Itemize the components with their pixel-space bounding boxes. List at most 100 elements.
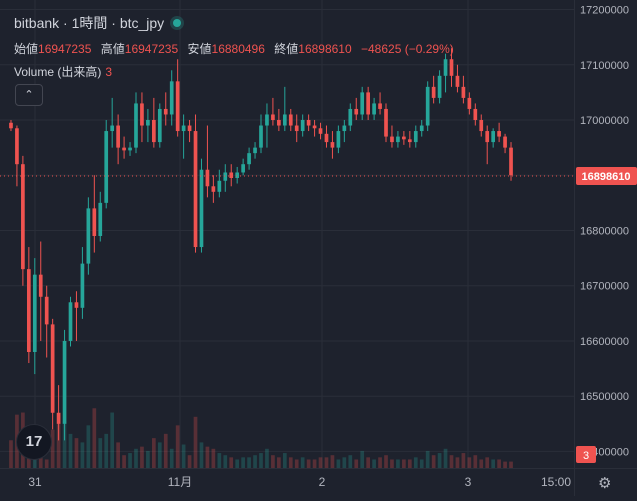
candle-body (294, 125, 299, 132)
volume-bar (425, 450, 430, 468)
volume-bar (229, 457, 234, 468)
change-value: −48625 (−0.29%) (361, 42, 454, 56)
candle-body (199, 169, 204, 248)
volume-bar (9, 440, 13, 468)
volume-bar (419, 459, 424, 468)
candle-body (187, 125, 192, 132)
candle-body (360, 92, 365, 115)
volume-bar (163, 433, 168, 468)
candle-body (74, 302, 79, 308)
volume-bar (134, 448, 138, 468)
candle-body (431, 86, 436, 98)
volume-bar (50, 429, 55, 468)
volume-bar (390, 459, 394, 468)
volume-bar (68, 433, 73, 468)
candle-body (402, 136, 406, 140)
volume-bar (146, 450, 150, 468)
volume-bar (241, 457, 245, 468)
volume-bar (56, 423, 61, 468)
volume-bar (366, 457, 370, 468)
candle-body (372, 103, 376, 115)
candle-body (407, 139, 412, 143)
candle-body (9, 122, 13, 129)
candle-body (21, 164, 25, 270)
volume-bar (116, 442, 120, 468)
candle-body (146, 120, 150, 126)
candle-body (497, 131, 501, 137)
volume-bar (74, 438, 79, 468)
candle-body (235, 172, 240, 178)
candle-body (140, 103, 144, 126)
close-label: 終値 (274, 42, 299, 56)
open-label: 始値 (14, 42, 39, 56)
candle-body (330, 142, 335, 148)
volume-bar (360, 450, 365, 468)
gear-icon[interactable]: ⚙ (598, 475, 612, 492)
volume-bar (318, 457, 323, 468)
candle-body (300, 120, 305, 132)
volume-bar (152, 438, 156, 468)
candle-body (223, 172, 228, 181)
candle-body (378, 103, 382, 109)
x-tick-label: 31 (28, 475, 42, 489)
volume-bar (503, 461, 507, 468)
volume-bar (443, 448, 448, 468)
y-tick-label: 16600000 (580, 336, 629, 348)
candle-body (15, 128, 19, 165)
collapse-legend-button[interactable]: ⌃ (15, 84, 43, 106)
volume-bar (354, 459, 359, 468)
candle-body (342, 125, 347, 132)
candle-body (56, 412, 61, 424)
volume-bar (277, 457, 281, 468)
volume-bar (110, 412, 115, 468)
volume-bar (86, 425, 91, 468)
volume-bar (181, 444, 186, 468)
volume-bar (259, 453, 263, 468)
candle-body (271, 114, 275, 120)
candle-body (509, 147, 513, 176)
candle-body (425, 86, 430, 126)
candle-body (455, 75, 460, 87)
volume-bar (300, 457, 305, 468)
candle-body (241, 164, 245, 173)
tradingview-logo[interactable]: 17 (16, 424, 52, 460)
candle-body (92, 208, 97, 236)
candle-body (32, 274, 37, 352)
candle-body (467, 97, 472, 109)
candle-body (437, 75, 442, 98)
volume-value: 3 (105, 65, 113, 79)
volume-bar (193, 416, 198, 468)
candle-body (152, 120, 156, 143)
candle-body (181, 125, 186, 132)
candle-body (366, 92, 370, 115)
candle-body (473, 108, 478, 120)
volume-bar (265, 448, 269, 468)
candle-body (348, 108, 353, 126)
symbol-title[interactable]: bitbank · 1時間 · btc_jpy (14, 15, 165, 31)
x-tick-label: 11月 (168, 475, 192, 489)
candle-body (205, 169, 210, 187)
volume-bar (384, 455, 388, 468)
volume-bar (157, 442, 162, 468)
candle-body (396, 136, 400, 143)
candle-body (384, 108, 388, 137)
volume-bar (455, 457, 460, 468)
candle-body (116, 125, 120, 148)
volume-bar (205, 446, 210, 468)
candle-body (86, 208, 91, 264)
price-axis-panel (574, 0, 637, 468)
candle-body (265, 114, 269, 126)
candle-body (169, 81, 174, 115)
candle-body (413, 131, 418, 143)
volume-label[interactable]: Volume (出来高) (14, 65, 102, 79)
volume-bar (431, 455, 436, 468)
candle-body (247, 153, 251, 165)
volume-bar (271, 455, 275, 468)
candle-body (461, 86, 466, 98)
x-tick-label: 2 (319, 475, 326, 489)
volume-bar (473, 455, 478, 468)
volume-bar (336, 459, 341, 468)
candle-body (318, 128, 323, 134)
candle-body (485, 131, 490, 143)
